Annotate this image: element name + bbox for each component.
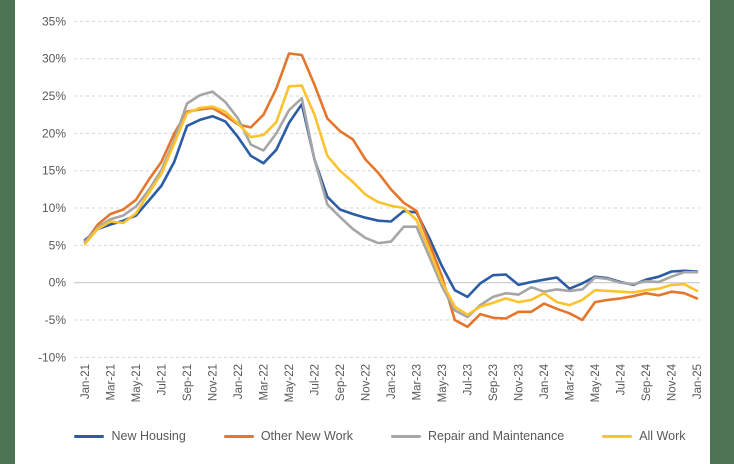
legend-label-new-housing: New Housing bbox=[111, 429, 186, 443]
x-axis-tick-label: Nov-21 bbox=[208, 364, 220, 401]
legend-item-new-housing: New Housing bbox=[74, 429, 186, 443]
y-axis-tick-label: 0% bbox=[49, 276, 67, 290]
y-axis-tick-label: 20% bbox=[42, 126, 66, 140]
x-axis-tick-label: Sep-21 bbox=[182, 364, 194, 401]
legend-swatch-repair-and-maintenance bbox=[390, 434, 421, 438]
y-axis-tick-label: -10% bbox=[38, 350, 66, 364]
x-axis-tick-label: Jul-21 bbox=[157, 364, 169, 395]
x-axis-tick-label: Sep-23 bbox=[488, 364, 500, 401]
x-axis-tick-label: Jan-21 bbox=[80, 364, 92, 399]
legend-swatch-new-housing bbox=[74, 434, 105, 438]
right-edge-decoration bbox=[710, 0, 734, 464]
x-axis-tick-label: Sep-22 bbox=[335, 364, 347, 401]
series-line-all-work bbox=[83, 84, 699, 317]
x-axis-tick-label: Sep-24 bbox=[641, 363, 653, 401]
x-axis-tick-label: Jan-24 bbox=[539, 363, 551, 399]
x-axis-tick-label: Jan-22 bbox=[233, 364, 245, 399]
legend-item-repair-and-maintenance: Repair and Maintenance bbox=[390, 429, 565, 443]
x-axis-tick-label: Nov-22 bbox=[361, 364, 373, 401]
x-axis-tick-label: May-22 bbox=[284, 364, 296, 402]
x-axis-tick-label: Nov-24 bbox=[667, 363, 679, 401]
x-axis-tick-label: Jul-24 bbox=[616, 363, 628, 395]
left-edge-decoration bbox=[0, 0, 15, 464]
y-axis-tick-label: -5% bbox=[45, 313, 67, 327]
y-axis-tick-label: 25% bbox=[42, 89, 66, 103]
series-line-repair-and-maintenance bbox=[83, 90, 699, 319]
chart-legend: New Housing Other New Work Repair and Ma… bbox=[60, 430, 700, 443]
series-line-other-new-work bbox=[83, 52, 699, 329]
legend-swatch-all-work bbox=[602, 434, 633, 438]
y-axis-tick-label: 35% bbox=[42, 14, 66, 28]
legend-item-all-work: All Work bbox=[602, 429, 686, 443]
x-axis-tick-label: May-21 bbox=[131, 364, 143, 402]
x-axis-tick-label: Jul-22 bbox=[310, 364, 322, 395]
x-axis-tick-label: Jul-23 bbox=[463, 364, 475, 395]
y-axis-tick-label: 5% bbox=[49, 238, 67, 252]
legend-label-all-work: All Work bbox=[639, 429, 686, 443]
y-axis-tick-label: 10% bbox=[42, 201, 66, 215]
line-chart-plot-area: 35% 30% 25% 20% 15% 10% 5% 0% -5% -10% Jan-21 Mar-2… bbox=[38, 14, 704, 402]
y-axis-tick-label: 15% bbox=[42, 164, 66, 178]
x-axis-tick-label: May-23 bbox=[437, 364, 449, 402]
legend-item-other-new-work: Other New Work bbox=[223, 429, 353, 443]
x-axis-tick-label: Jan-25 bbox=[692, 364, 704, 399]
x-axis-tick-label: Nov-23 bbox=[514, 364, 526, 401]
x-axis-tick-label: Mar-22 bbox=[259, 364, 271, 400]
x-axis-tick-label: Jan-23 bbox=[386, 364, 398, 399]
legend-label-other-new-work: Other New Work bbox=[260, 429, 353, 443]
x-axis-tick-label: Mar-21 bbox=[106, 364, 118, 400]
x-axis-tick-label: May-24 bbox=[590, 363, 602, 402]
x-axis-tick-label: Mar-23 bbox=[412, 364, 424, 400]
x-axis-tick-label: Mar-24 bbox=[565, 363, 577, 400]
legend-swatch-other-new-work bbox=[223, 434, 254, 438]
legend-label-repair-and-maintenance: Repair and Maintenance bbox=[427, 429, 565, 443]
y-axis-tick-label: 30% bbox=[42, 52, 66, 66]
